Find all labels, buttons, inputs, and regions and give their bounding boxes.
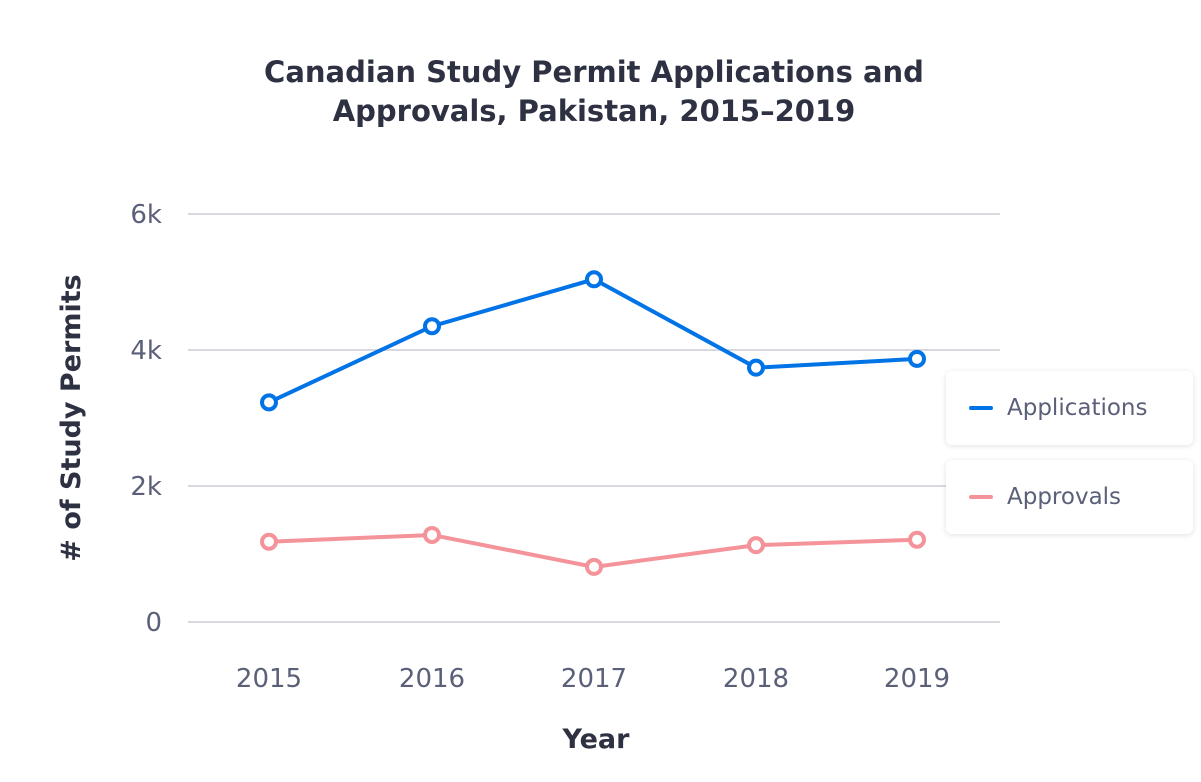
data-point-approvals[interactable] xyxy=(260,532,278,551)
data-point-applications[interactable] xyxy=(747,358,765,377)
x-axis-label: Year xyxy=(562,724,631,755)
data-point-applications[interactable] xyxy=(585,270,603,289)
x-tick-label: 2018 xyxy=(723,664,789,694)
x-tick-label: 2017 xyxy=(561,664,627,694)
legend-item-applications[interactable]: Applications xyxy=(946,371,1193,445)
data-point-approvals[interactable] xyxy=(585,557,603,576)
chart-title-line-1: Canadian Study Permit Applications and xyxy=(264,55,924,89)
x-tick-label: 2019 xyxy=(884,664,950,694)
chart-title-line-2: Approvals, Pakistan, 2015–2019 xyxy=(333,94,856,128)
data-point-applications[interactable] xyxy=(260,393,278,412)
data-point-applications[interactable] xyxy=(423,317,441,336)
data-point-approvals[interactable] xyxy=(423,525,441,544)
y-tick-label: 6k xyxy=(130,200,162,230)
data-point-approvals[interactable] xyxy=(908,530,926,549)
data-point-approvals[interactable] xyxy=(747,536,765,555)
x-tick-label: 2016 xyxy=(399,664,465,694)
y-tick-label: 2k xyxy=(130,472,162,502)
legend-label: Approvals xyxy=(1007,484,1122,510)
legend-item-approvals[interactable]: Approvals xyxy=(946,460,1193,534)
y-tick-label: 4k xyxy=(130,336,162,366)
x-tick-label: 2015 xyxy=(236,664,302,694)
legend-swatch-approvals xyxy=(969,495,993,499)
series-line-applications xyxy=(268,277,918,405)
legend-label: Applications xyxy=(1007,395,1148,421)
y-tick-label: 0 xyxy=(145,608,162,638)
data-point-applications[interactable] xyxy=(908,349,926,368)
legend-swatch-applications xyxy=(969,406,993,410)
y-axis-label: # of Study Permits xyxy=(56,274,87,561)
